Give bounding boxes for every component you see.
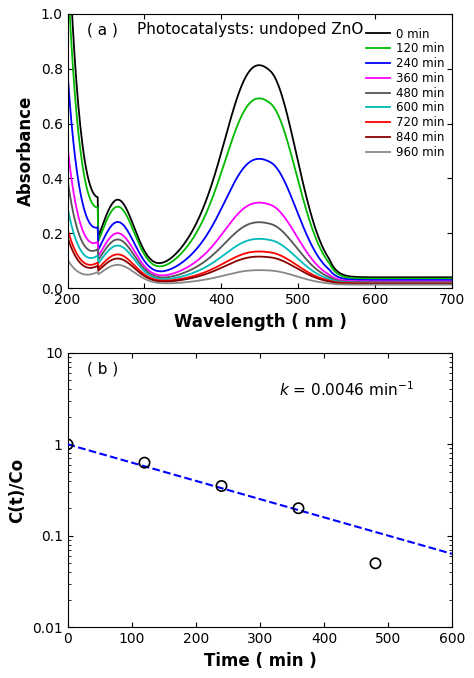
240 min: [239, 166, 245, 174]
Point: [64, 439, 71, 450]
120 min: [239, 112, 245, 120]
960 min: [450, 281, 456, 289]
480 min: [64, 175, 70, 183]
Line: 360 min: 360 min: [67, 146, 453, 281]
120 min: [450, 275, 456, 283]
600 min: [164, 275, 169, 283]
Text: Photocatalysts: undoped ZnO: Photocatalysts: undoped ZnO: [137, 22, 363, 37]
480 min: [164, 273, 169, 281]
840 min: [355, 280, 360, 288]
120 min: [133, 232, 138, 240]
Line: 600 min: 600 min: [67, 207, 453, 283]
X-axis label: Wavelength ( nm ): Wavelength ( nm ): [173, 313, 346, 331]
Point: [141, 457, 148, 468]
960 min: [355, 281, 360, 289]
840 min: [133, 265, 138, 273]
0 min: [450, 273, 456, 281]
720 min: [292, 260, 297, 268]
480 min: [322, 271, 328, 279]
0 min: [322, 247, 328, 255]
600 min: [133, 257, 138, 265]
480 min: [292, 241, 297, 249]
Line: 120 min: 120 min: [67, 0, 453, 279]
120 min: [292, 162, 297, 170]
Line: 720 min: 720 min: [67, 228, 453, 283]
360 min: [355, 277, 360, 285]
480 min: [133, 254, 138, 262]
240 min: [164, 266, 169, 275]
600 min: [292, 252, 297, 260]
600 min: [355, 279, 360, 287]
600 min: [239, 239, 245, 247]
240 min: [355, 276, 360, 284]
240 min: [133, 242, 138, 250]
Y-axis label: C(t)/Co: C(t)/Co: [9, 458, 27, 523]
360 min: [64, 142, 70, 150]
960 min: [239, 267, 245, 275]
600 min: [64, 203, 70, 211]
0 min: [133, 227, 138, 235]
720 min: [450, 279, 456, 287]
240 min: [322, 261, 328, 269]
0 min: [292, 141, 297, 149]
120 min: [164, 261, 169, 269]
120 min: [322, 252, 328, 260]
840 min: [450, 280, 456, 288]
Text: ( b ): ( b ): [87, 361, 118, 376]
840 min: [322, 277, 328, 285]
840 min: [164, 277, 169, 285]
360 min: [239, 206, 245, 214]
240 min: [292, 201, 297, 209]
Text: ( a ): ( a ): [87, 22, 118, 37]
720 min: [355, 279, 360, 287]
960 min: [164, 279, 169, 287]
0 min: [355, 273, 360, 281]
720 min: [239, 250, 245, 258]
Point: [218, 481, 225, 492]
Text: $k$ = 0.0046 min$^{-1}$: $k$ = 0.0046 min$^{-1}$: [279, 380, 414, 399]
960 min: [64, 256, 70, 264]
240 min: [64, 67, 70, 75]
Point: [295, 503, 302, 514]
600 min: [322, 273, 328, 281]
Line: 240 min: 240 min: [67, 71, 453, 280]
360 min: [133, 249, 138, 257]
360 min: [164, 271, 169, 279]
0 min: [164, 257, 169, 265]
840 min: [292, 263, 297, 271]
720 min: [322, 275, 328, 283]
Line: 840 min: 840 min: [67, 237, 453, 284]
360 min: [322, 268, 328, 276]
Line: 960 min: 960 min: [67, 260, 453, 285]
480 min: [450, 278, 456, 286]
240 min: [450, 276, 456, 284]
360 min: [292, 228, 297, 237]
Legend: 0 min, 120 min, 240 min, 360 min, 480 min, 600 min, 720 min, 840 min, 960 min: 0 min, 120 min, 240 min, 360 min, 480 mi…: [364, 25, 447, 161]
360 min: [450, 277, 456, 285]
720 min: [164, 277, 169, 285]
960 min: [292, 272, 297, 280]
720 min: [133, 262, 138, 271]
Line: 0 min: 0 min: [67, 0, 453, 277]
600 min: [450, 279, 456, 287]
Line: 480 min: 480 min: [67, 179, 453, 282]
480 min: [239, 224, 245, 232]
Point: [372, 558, 379, 569]
X-axis label: Time ( min ): Time ( min ): [204, 652, 316, 670]
120 min: [355, 275, 360, 283]
720 min: [64, 224, 70, 233]
Y-axis label: Absorbance: Absorbance: [17, 96, 35, 206]
960 min: [322, 279, 328, 287]
0 min: [239, 81, 245, 89]
840 min: [239, 255, 245, 263]
960 min: [133, 269, 138, 277]
840 min: [64, 233, 70, 241]
480 min: [355, 278, 360, 286]
